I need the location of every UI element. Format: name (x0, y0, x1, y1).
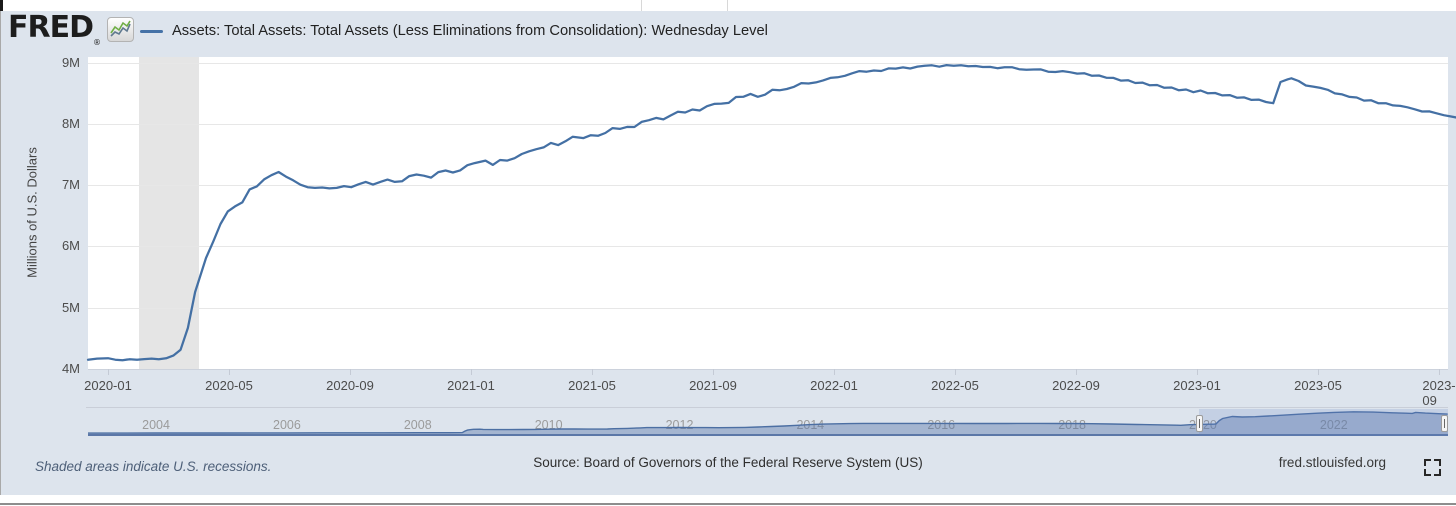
y-axis-tick-label: 6M (61, 238, 80, 254)
navigator-separator (86, 407, 1448, 408)
navigator-year-label: 2006 (273, 418, 301, 432)
x-axis-tick (1318, 369, 1319, 375)
recession-shaded-area (138, 57, 199, 369)
x-axis-tick-label: 2020-05 (205, 378, 253, 393)
recession-note: Shaded areas indicate U.S. recessions. (35, 459, 272, 474)
legend-line-sample (140, 29, 163, 33)
y-gridline (88, 124, 1448, 126)
page-left-border (0, 11, 1, 506)
page-bottom-border (0, 503, 1456, 505)
legend-label: Assets: Total Assets: Total Assets (Less… (172, 23, 768, 39)
y-gridline (88, 63, 1448, 64)
navigator-year-label: 2014 (796, 418, 825, 432)
x-axis-tick-label: 2023-05 (1294, 378, 1342, 393)
x-axis-tick (471, 369, 472, 375)
navigator-year-label: 2004 (142, 418, 170, 432)
fullscreen-icon (1424, 469, 1431, 476)
y-gridline (88, 307, 1448, 309)
fullscreen-button[interactable] (1424, 459, 1441, 476)
navigator-year-label: 2008 (403, 418, 432, 432)
x-axis-tick-label: 2021-01 (447, 378, 495, 393)
y-axis-tick-label: 9M (61, 55, 80, 70)
navigator-year-label: 2016 (927, 418, 956, 432)
fred-logo-chart-icon (107, 17, 134, 42)
fred-logo[interactable]: FRED® (8, 10, 101, 48)
navigator-selected-range[interactable] (1199, 409, 1448, 436)
x-axis-tick (1197, 369, 1198, 375)
y-axis-title: Millions of U.S. Dollars (24, 147, 40, 278)
x-axis-tick (834, 369, 835, 375)
x-axis-tick-label: 2022-01 (810, 378, 858, 393)
top-divider (641, 0, 642, 11)
top-left-sliver (0, 0, 3, 11)
x-axis-tick (229, 369, 230, 375)
source-text: Source: Board of Governors of the Federa… (533, 455, 923, 470)
x-axis-tick (1076, 369, 1077, 375)
x-axis-tick (1439, 369, 1440, 375)
registered-mark: ® (93, 38, 101, 47)
top-strip (0, 0, 1456, 11)
x-axis-tick (108, 369, 109, 375)
fullscreen-icon (1434, 469, 1441, 476)
x-axis-tick-label: 2023-01 (1173, 378, 1221, 393)
x-axis-tick (713, 369, 714, 375)
y-gridline (88, 246, 1448, 248)
navigator-right-handle[interactable] (1441, 415, 1448, 432)
x-axis-tick-label: 2022-09 (1052, 378, 1100, 393)
bottom-strip (0, 495, 1456, 506)
x-axis-tick-label: 2021-05 (568, 378, 616, 393)
x-axis-tick-label: 2022-05 (931, 378, 979, 393)
navigator-year-label: 2018 (1058, 418, 1086, 432)
y-axis-tick-label: 4M (61, 360, 80, 376)
x-axis-tick (350, 369, 351, 375)
top-divider (727, 0, 728, 11)
x-axis-line (88, 369, 1448, 370)
y-gridline (88, 185, 1448, 187)
navigator-left-handle[interactable] (1195, 415, 1203, 432)
x-axis-tick-label: 2020-01 (84, 378, 132, 393)
legend: Assets: Total Assets: Total Assets (Less… (140, 22, 768, 40)
fred-site-link[interactable]: fred.stlouisfed.org (1278, 455, 1386, 470)
navigator-year-label: 2010 (534, 418, 563, 432)
x-axis-tick (955, 369, 956, 375)
fullscreen-icon (1424, 459, 1431, 466)
y-axis-tick-label: 5M (61, 299, 80, 315)
y-axis-tick-label: 8M (61, 116, 80, 132)
x-axis-tick-label: 2020-09 (326, 378, 374, 393)
x-axis-tick-label: 2021-09 (689, 378, 737, 393)
x-axis-tick (592, 369, 593, 375)
plot-area[interactable] (88, 57, 1448, 369)
navigator-outline-bottom (88, 433, 1448, 436)
x-axis-tick-label: 2023-09 (1422, 378, 1456, 408)
y-axis-tick-label: 7M (61, 177, 80, 193)
fullscreen-icon (1434, 459, 1441, 466)
navigator-year-label: 2012 (665, 418, 694, 432)
